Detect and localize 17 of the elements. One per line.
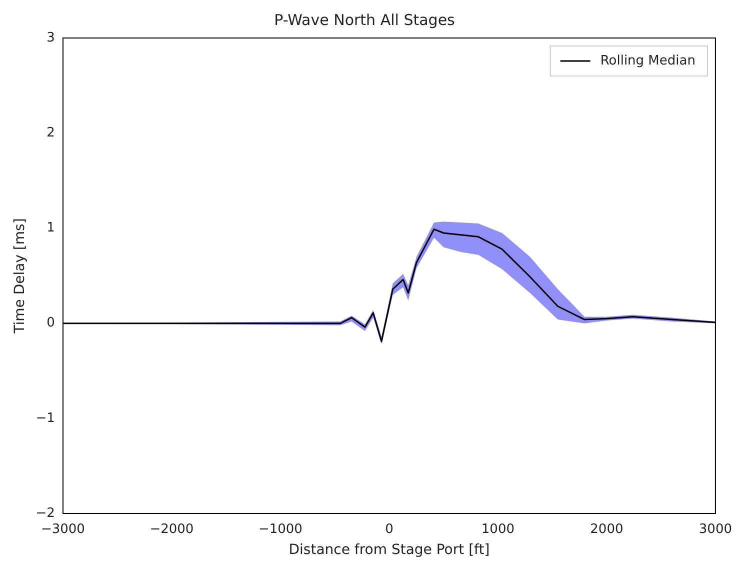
x-tick-label: 3000 [698,522,732,537]
legend-label: Rolling Median [600,53,696,68]
x-tick-label: 0 [385,522,394,537]
x-tick-label: −3000 [40,522,85,537]
y-tick-label: 0 [46,316,55,331]
x-tick-label: −2000 [150,522,194,537]
y-tick-label: −2 [36,506,55,521]
y-tick-label: 1 [46,220,55,236]
x-axis-title: Distance from Stage Port [ft] [288,542,490,558]
x-tick-label: 2000 [590,522,624,537]
x-tick-label: −1000 [258,522,302,537]
y-tick-label: −1 [36,410,55,426]
y-tick-label: 2 [46,125,55,140]
chart-title: P-Wave North All Stages [274,10,456,29]
x-tick-label: 1000 [481,522,515,537]
y-tick-label: 3 [46,30,55,46]
y-axis-title: Time Delay [ms] [12,218,28,334]
